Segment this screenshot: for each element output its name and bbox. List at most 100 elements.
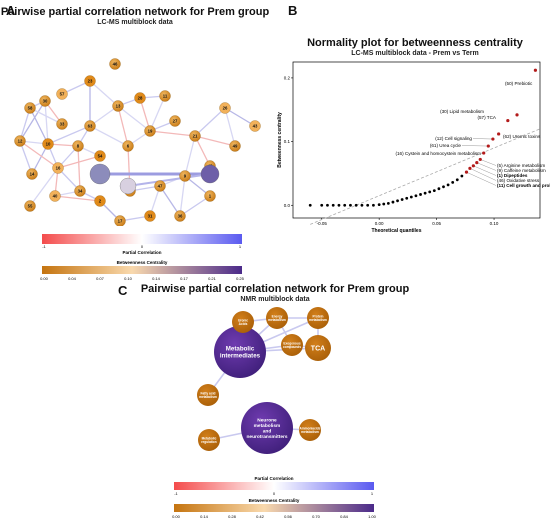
highlight-point (482, 151, 486, 155)
y-tick-label: 0.1 (284, 139, 291, 144)
point-label: (57) TCA (477, 115, 496, 120)
data-point (419, 193, 422, 196)
highlight-point (471, 164, 475, 168)
data-point (432, 189, 436, 193)
c-network-node: Fatty acid metabolism (197, 384, 219, 406)
panel-a-legend-partial: Partial Correlation -1 0 1 (42, 234, 242, 255)
network-node: 19 (144, 125, 156, 137)
network-node: 28 (134, 92, 146, 104)
network-node-label: 23 (88, 79, 93, 84)
point-label: (1) Dipeptides (497, 173, 528, 178)
data-point (372, 203, 375, 207)
c-network-node: Protein metabolism (307, 307, 329, 329)
network-node: 14 (26, 168, 38, 180)
network-node: 9 (179, 170, 191, 182)
betweenness-tick: 0.17 (180, 276, 189, 281)
network-node-label: 34 (78, 189, 83, 194)
label-leader (466, 172, 497, 186)
point-label: (30) Lipid metabolism (440, 109, 484, 114)
network-node-label: 49 (233, 144, 238, 149)
data-point (343, 203, 347, 207)
network-node-label: 2 (99, 199, 102, 204)
c-network-node: Neurone metabolism and neurotransmitters (241, 402, 293, 454)
network-node-label: 27 (173, 119, 178, 124)
network-node: 11 (159, 90, 171, 102)
point-label: (11) Cell growth and proliferation (497, 183, 550, 188)
partial-tick: -1 (42, 244, 46, 249)
network-node-label: 46 (113, 62, 118, 67)
network-node: 63 (84, 120, 96, 132)
data-point (414, 194, 418, 198)
c-partial-tick: -1 (174, 491, 178, 496)
network-node-hub (119, 177, 137, 195)
network-node-label: 31 (148, 214, 153, 219)
network-edge (139, 97, 151, 132)
partial-tick: 1 (239, 244, 242, 249)
data-point (405, 196, 409, 200)
betweenness-tick: 0.14 (152, 276, 161, 281)
c-betweenness-tick: 0.28 (228, 514, 237, 519)
network-node-label: 54 (98, 154, 103, 159)
c-node-label: Energy metabolism (268, 314, 286, 322)
network-edge (179, 175, 186, 217)
c-partial-legend-title: Partial Correlation (254, 476, 293, 481)
network-node: 31 (144, 210, 156, 222)
c-node-label: Metabolic intermediates (220, 346, 261, 360)
point-label: (16) Cystein and homocystein metabolism (395, 151, 481, 156)
network-node: 33 (56, 118, 68, 130)
network-node: 16 (52, 162, 64, 174)
c-node-label: Metabolic regulation (201, 436, 216, 444)
c-betweenness-tick: 0.84 (340, 514, 349, 519)
network-edge (89, 80, 119, 107)
network-edge (224, 107, 236, 147)
network-edge (117, 105, 151, 132)
label-leader (480, 159, 497, 166)
network-node-label: 33 (60, 122, 65, 127)
network-node: 40 (49, 190, 61, 202)
network-node: 58 (24, 102, 36, 114)
data-point (437, 187, 441, 191)
data-point (442, 185, 445, 189)
point-label: (5) Arginine metabolism (497, 163, 545, 168)
network-edge (29, 167, 59, 207)
c-network-node: TCA (305, 335, 331, 361)
point-label: (46) Oxidative stress (497, 178, 540, 183)
c-node-label: TCA (311, 345, 325, 352)
c-betweenness-legend-title: Betweenness Centrality (249, 498, 300, 503)
c-betweenness-tick: 0.00 (172, 514, 181, 519)
data-point (360, 203, 364, 207)
network-node: 6 (122, 140, 134, 152)
point-label: (12) Cell signaling (435, 136, 472, 141)
label-leader (476, 162, 497, 171)
network-edge (194, 107, 226, 137)
reference-line (310, 128, 541, 225)
highlight-point (464, 170, 469, 174)
partial-tick: 0 (141, 244, 144, 249)
point-label: (50) Prebiotic (505, 81, 533, 86)
network-node: 1 (204, 190, 216, 202)
highlight-point (475, 161, 479, 165)
network-node: 17 (114, 215, 126, 226)
partial-legend-title: Partial Correlation (122, 250, 161, 255)
network-edge (179, 195, 211, 217)
data-point (451, 180, 455, 184)
c-network-node: Metabolic regulation (198, 429, 220, 451)
data-point (349, 203, 352, 207)
network-edge (31, 143, 49, 175)
y-axis-label: Betweenness centrality (277, 112, 283, 168)
network-node: 2 (94, 195, 106, 207)
network-node-label: 12 (18, 139, 23, 144)
network-edge (54, 195, 101, 202)
network-node: 10 (42, 138, 54, 150)
x-tick-label: 0.00 (375, 221, 384, 226)
data-point (455, 178, 459, 182)
x-tick-label: 0.05 (432, 221, 441, 226)
network-edge (77, 145, 81, 192)
c-partial-tick: 0 (273, 491, 276, 496)
data-point (446, 183, 450, 187)
point-label: (62) Uremic toxins (503, 134, 541, 139)
network-node-label: 13 (116, 104, 121, 109)
c-node-label: Fatty acid metabolism (199, 391, 217, 399)
network-node-label: 14 (30, 172, 35, 177)
data-point (423, 191, 427, 195)
